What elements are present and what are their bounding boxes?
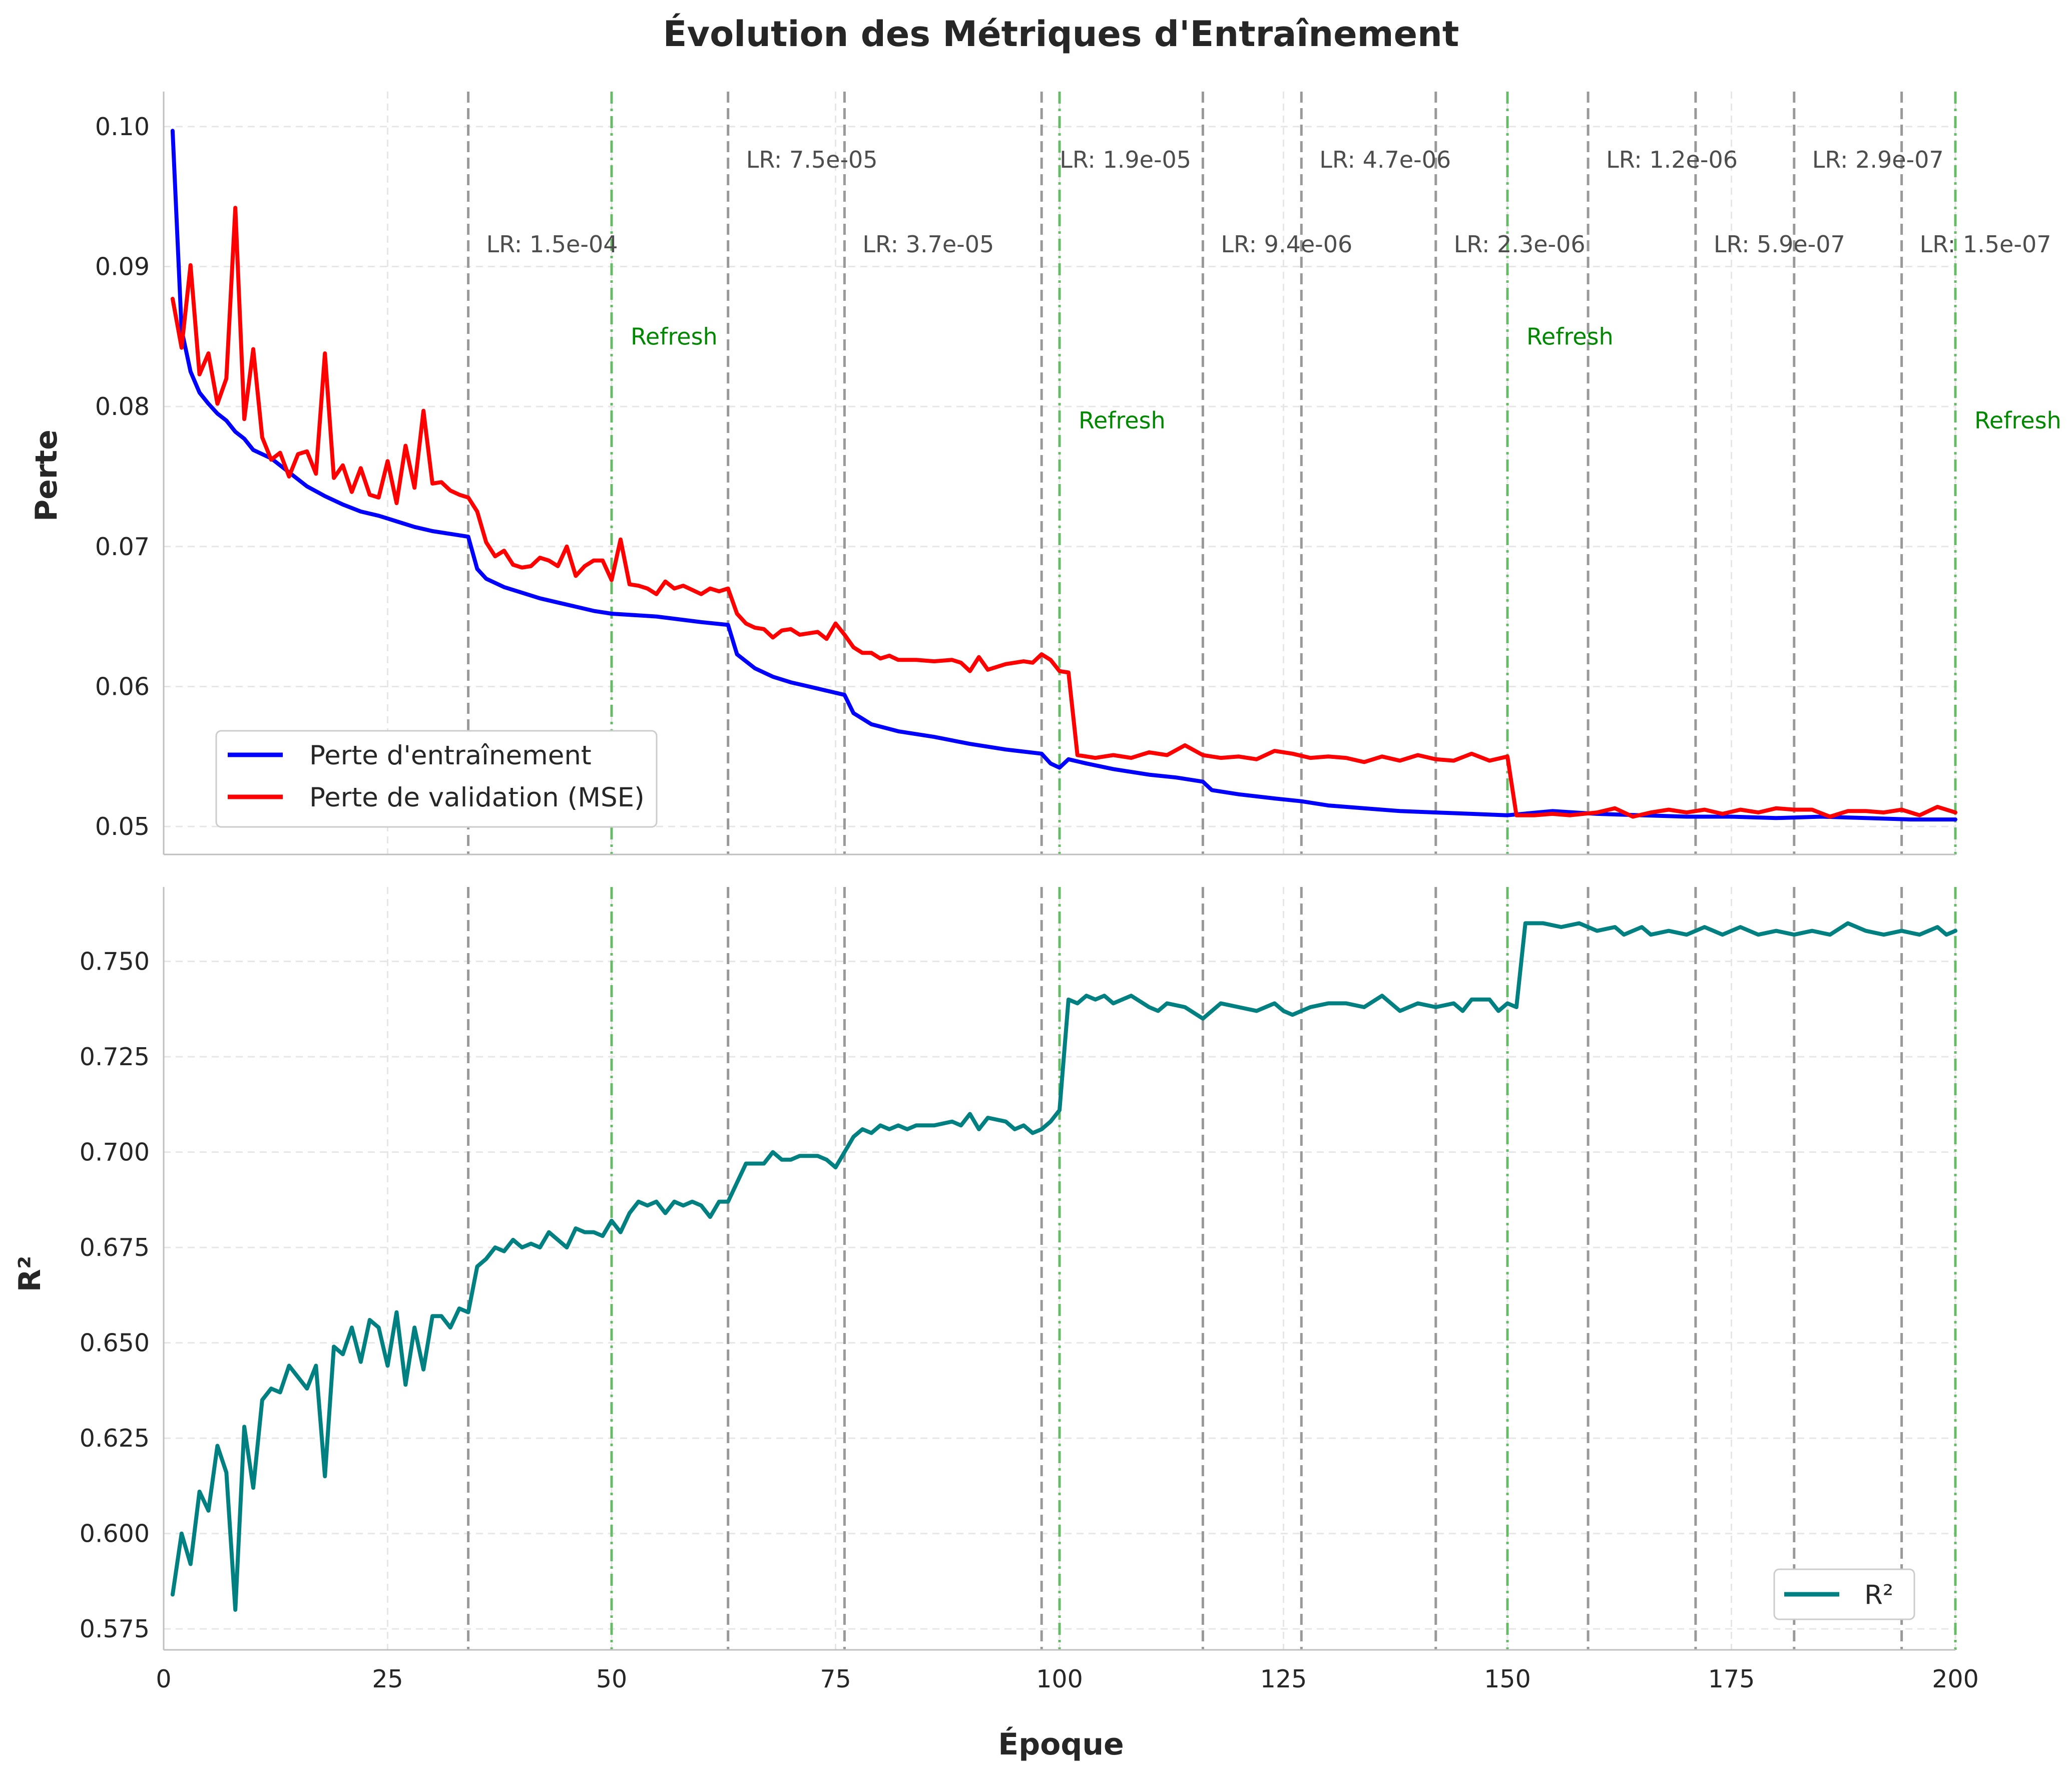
x-tick-label: 0 [156,1665,171,1693]
lr-label: LR: 9.4e-06 [1221,231,1352,258]
x-tick-label: 150 [1484,1665,1531,1693]
refresh-label: Refresh [1974,407,2061,434]
y-tick-label: 0.725 [80,1043,150,1071]
loss-y-axis-label: Perte [29,429,64,522]
loss-legend: Perte d'entraînement Perte de validation… [215,730,658,828]
lr-label: LR: 5.9e-07 [1714,231,1845,258]
r2-legend-box [1773,1568,1915,1620]
y-tick-label: 0.05 [95,812,150,841]
x-tick-label: 75 [820,1665,851,1693]
lr-label: LR: 3.7e-05 [862,231,994,258]
r2-series-lines [170,921,1957,1612]
x-tick-label: 50 [596,1665,627,1693]
x-tick-label: 200 [1932,1665,1979,1693]
y-tick-label: 0.06 [95,672,150,701]
lr-label: LR: 7.5e-05 [746,146,878,173]
loss-series-lines [170,129,1957,822]
loss-series-line-0 [170,129,1957,822]
r2-axes [163,887,1955,1651]
loss-axes [163,92,1955,855]
y-tick-label: 0.09 [95,253,150,281]
lr-label: LR: 4.7e-06 [1319,146,1451,173]
y-tick-label: 0.650 [80,1329,150,1358]
refresh-label: Refresh [1079,407,1166,434]
loss-legend-box [215,730,658,828]
chart-title: Évolution des Métriques d'Entraînement [663,14,1459,55]
loss-y-tick-labels: 0.05 0.06 0.07 0.08 0.09 0.10 [95,113,150,841]
x-tick-label: 125 [1260,1665,1307,1693]
x-tick-label: 175 [1708,1665,1755,1693]
lr-label: LR: 1.5e-04 [486,231,618,258]
x-tick-label: 25 [372,1665,403,1693]
r2-panel: 0.575 0.600 0.625 0.650 0.675 0.700 0.725 0.750… [13,887,1979,1762]
y-tick-label: 0.10 [95,113,150,141]
y-tick-label: 0.07 [95,533,150,561]
y-tick-label: 0.675 [80,1233,150,1262]
lr-label: LR: 1.9e-05 [1060,146,1191,173]
r2-event-lines [467,887,1957,1650]
r2-x-tick-labels: 0 25 50 75 100 125 150 175 200 [156,1665,1978,1693]
y-tick-label: 0.600 [80,1520,150,1548]
loss-series-line-1 [170,206,1957,819]
y-tick-label: 0.750 [80,948,150,976]
loss-event-lines [467,92,1957,854]
y-tick-label: 0.700 [80,1138,150,1167]
r2-series-line-0 [170,921,1957,1612]
r2-y-axis-label: R² [13,1256,48,1292]
x-tick-label: 100 [1036,1665,1083,1693]
legend-label-val-loss: Perte de validation (MSE) [309,782,645,813]
refresh-label: Refresh [1526,323,1614,350]
refresh-label: Refresh [631,323,718,350]
r2-legend: R² [1773,1568,1915,1620]
y-tick-label: 0.575 [80,1615,150,1643]
lr-label: LR: 2.3e-06 [1454,231,1586,258]
x-axis-label: Époque [998,1726,1124,1762]
lr-label: LR: 1.2e-06 [1606,146,1738,173]
lr-label: LR: 1.5e-07 [1920,231,2051,258]
y-tick-label: 0.625 [80,1424,150,1453]
y-tick-label: 0.08 [95,392,150,421]
loss-panel: 0.050.060.070.080.090.10 LR: 1.5e-04LR: … [29,92,2061,855]
legend-label-train-loss: Perte d'entraînement [309,740,592,771]
loss-annotations: LR: 1.5e-04 LR: 7.5e-05 LR: 3.7e-05 LR: 1.9… [486,146,2061,434]
r2-y-tick-labels: 0.575 0.600 0.625 0.650 0.675 0.700 0.725 0.750 [80,948,150,1644]
legend-label-r2: R² [1864,1580,1893,1610]
lr-label: LR: 2.9e-07 [1812,146,1944,173]
